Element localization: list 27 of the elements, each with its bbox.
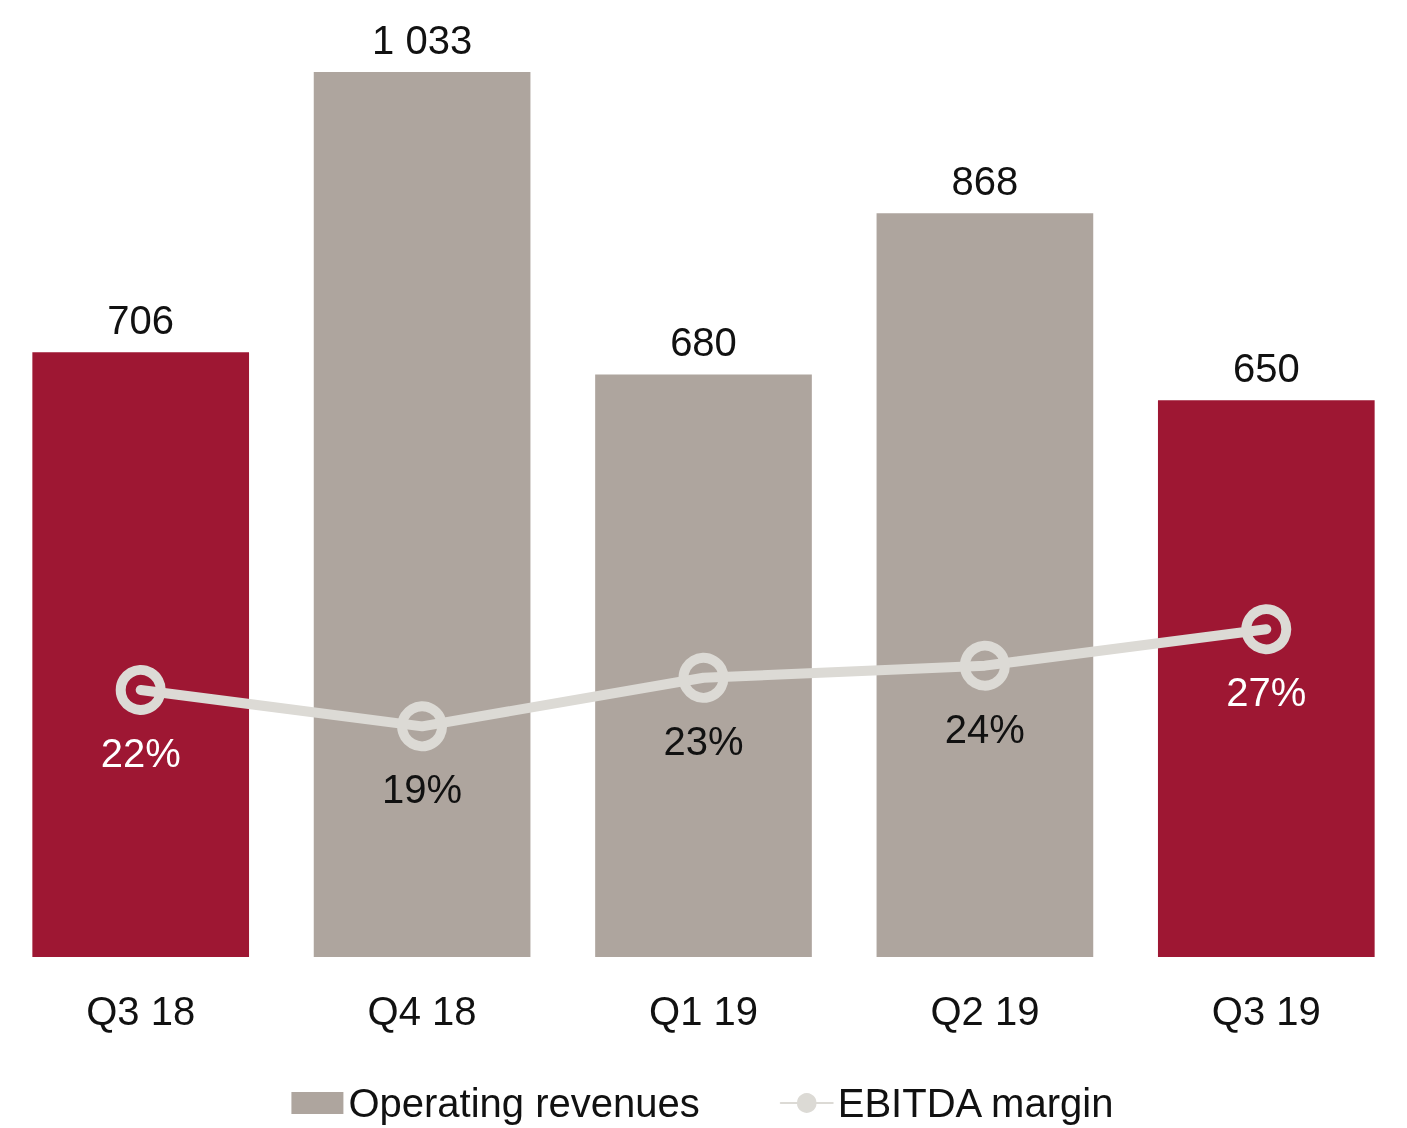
bar	[313, 72, 531, 957]
data-label: 19%	[382, 767, 463, 812]
data-label: 1 033	[372, 18, 473, 62]
x-tick-label: Q3 19	[1211, 989, 1321, 1033]
data-label: 22%	[100, 730, 181, 775]
data-label: 650	[1232, 346, 1300, 391]
x-tick-label: Q4 18	[367, 989, 477, 1033]
data-label: 23%	[663, 718, 744, 763]
point	[678, 652, 729, 703]
bar	[595, 374, 812, 957]
point	[115, 664, 166, 715]
data-label: 680	[670, 320, 737, 365]
x-tick-label: Q2 19	[930, 989, 1040, 1033]
legend-label: EBITDA margin	[837, 1081, 1114, 1125]
legend-label: Operating revenues	[348, 1081, 700, 1125]
bar	[1157, 400, 1375, 957]
data-label: 706	[107, 298, 175, 343]
data-label: 24%	[944, 706, 1025, 751]
data-label: 27%	[1226, 670, 1307, 715]
bar	[876, 213, 1094, 957]
bar	[32, 352, 250, 957]
x-tick-label: Q3 18	[86, 989, 196, 1033]
point	[1241, 604, 1292, 655]
x-tick-label: Q1 19	[649, 989, 758, 1033]
point	[397, 701, 448, 752]
data-label: 868	[951, 159, 1019, 204]
point	[959, 640, 1010, 691]
